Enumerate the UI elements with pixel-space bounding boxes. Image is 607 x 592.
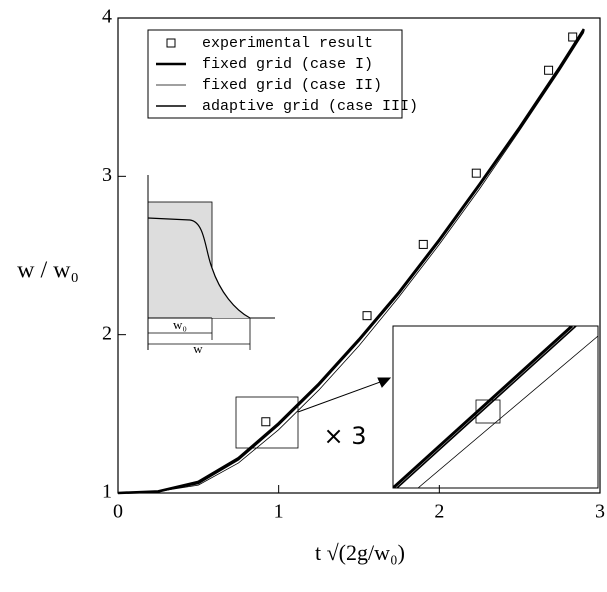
x-tick-label: 0 <box>113 501 123 523</box>
annotation: w <box>193 341 203 356</box>
x-tick-label: 3 <box>595 501 605 523</box>
legend-label: experimental result <box>202 35 373 52</box>
x-tick-label: 2 <box>434 501 444 523</box>
data-line <box>117 30 585 494</box>
data-point <box>261 417 271 427</box>
schematic-inset <box>147 175 275 350</box>
y-tick-label: 2 <box>102 322 112 344</box>
x-tick-label: 1 <box>274 501 284 523</box>
zoom-inset <box>235 325 599 489</box>
legend-label: fixed grid (case II) <box>202 77 382 94</box>
data-point <box>471 168 481 178</box>
y-tick-label: 1 <box>102 481 112 503</box>
data-line <box>117 28 586 495</box>
data-point <box>362 311 372 321</box>
data-point <box>544 65 554 75</box>
data-point <box>418 239 428 249</box>
y-tick-label: 3 <box>102 164 112 186</box>
data-line <box>117 32 585 494</box>
y-axis-label: w / w₀ <box>17 258 79 284</box>
legend-box <box>147 29 403 119</box>
x-axis-label: t √(2g/w₀) <box>315 540 405 565</box>
legend-label: fixed grid (case I) <box>202 56 373 73</box>
annotation: w₀ <box>173 317 187 332</box>
legend-marker <box>166 38 176 48</box>
y-tick-label: 4 <box>102 6 112 28</box>
legend-label: adaptive grid (case III) <box>202 98 418 115</box>
plot-frame <box>117 17 601 494</box>
data-point <box>568 32 578 42</box>
annotation: × 3 <box>323 422 366 450</box>
